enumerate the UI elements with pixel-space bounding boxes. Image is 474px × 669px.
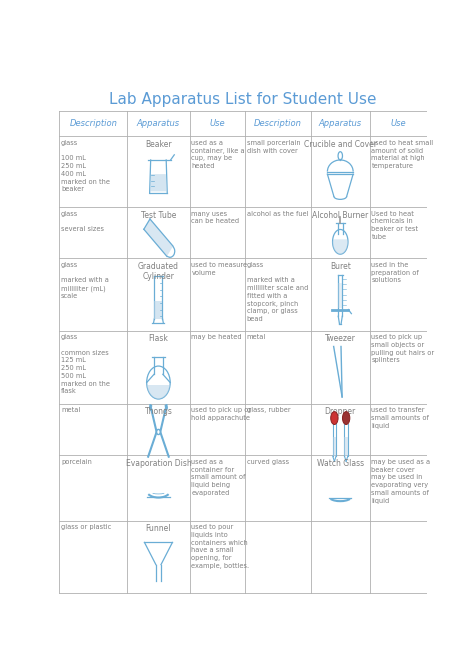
Text: Use: Use (390, 119, 406, 128)
Text: glass

100 mL
250 mL
400 mL
marked on the
beaker: glass 100 mL 250 mL 400 mL marked on the… (61, 140, 110, 193)
Text: may be used as a
beaker cover
may be used in
evaporating very
small amounts of
l: may be used as a beaker cover may be use… (372, 459, 430, 504)
Text: Thongs: Thongs (145, 407, 173, 416)
Text: glass

marked with a
milliliter scale and
fitted with a
stopcork, pinch
clamp, o: glass marked with a milliliter scale and… (246, 262, 308, 322)
Text: used as a
container, like a
cup, may be
heated: used as a container, like a cup, may be … (191, 140, 245, 169)
Text: Buret: Buret (330, 262, 351, 271)
Circle shape (156, 429, 160, 435)
Text: metal: metal (61, 407, 80, 413)
Text: used to pour
liquids into
containers which
have a small
opening, for
example, bo: used to pour liquids into containers whi… (191, 524, 250, 569)
Text: alcohol as the fuel: alcohol as the fuel (246, 211, 308, 217)
Text: Dropper: Dropper (325, 407, 356, 416)
Ellipse shape (331, 411, 338, 425)
Text: Flask: Flask (148, 334, 168, 343)
Text: glass

marked with a
milliliter (mL)
scale: glass marked with a milliliter (mL) scal… (61, 262, 109, 300)
Text: Apparatus: Apparatus (319, 119, 362, 128)
Text: glass

several sizes: glass several sizes (61, 211, 104, 232)
Bar (155, 301, 163, 318)
Polygon shape (144, 219, 173, 256)
Polygon shape (333, 240, 348, 254)
Text: may be heated: may be heated (191, 334, 242, 340)
Bar (338, 282, 342, 308)
Text: Watch Glass: Watch Glass (317, 459, 364, 468)
Text: used in the
preparation of
solutions: used in the preparation of solutions (372, 262, 419, 284)
Text: Beaker: Beaker (145, 140, 172, 149)
Text: glass, rubber: glass, rubber (246, 407, 290, 413)
Text: Description: Description (69, 119, 117, 128)
Text: many uses
can be heated: many uses can be heated (191, 211, 240, 224)
Polygon shape (333, 229, 348, 254)
Text: Tweezer: Tweezer (325, 334, 356, 343)
Text: used to pick up or
hold apparachute: used to pick up or hold apparachute (191, 407, 252, 421)
Text: Evaporation Dish: Evaporation Dish (126, 459, 191, 468)
Text: used as a
container for
small amount of
liquid being
evaporated: used as a container for small amount of … (191, 459, 246, 496)
Text: glass or plastic: glass or plastic (61, 524, 111, 531)
Text: used to pick up
small objects or
pulling out hairs or
splinters: used to pick up small objects or pulling… (372, 334, 435, 363)
Text: Test Tube: Test Tube (141, 211, 176, 219)
Text: Description: Description (254, 119, 302, 128)
Bar (333, 437, 336, 456)
Text: curved glass: curved glass (246, 459, 289, 465)
Text: Use: Use (210, 119, 225, 128)
Ellipse shape (343, 411, 350, 425)
Bar (345, 437, 348, 456)
Text: Funnel: Funnel (146, 524, 171, 533)
Text: used to measure
volume: used to measure volume (191, 262, 247, 276)
Text: Alcohol Burner: Alcohol Burner (312, 211, 368, 219)
Polygon shape (150, 174, 167, 191)
Text: Graduated
Cylinder: Graduated Cylinder (138, 262, 179, 281)
Text: small porcerlain
dish with cover: small porcerlain dish with cover (246, 140, 300, 154)
Text: Apparatus: Apparatus (137, 119, 180, 128)
Text: Lab Apparatus List for Student Use: Lab Apparatus List for Student Use (109, 92, 377, 106)
Text: used to transfer
small amounts of
liquid: used to transfer small amounts of liquid (372, 407, 429, 429)
Text: Used to heat
chemicals in
beaker or test
tube: Used to heat chemicals in beaker or test… (372, 211, 419, 240)
Text: used to heat small
amount of solid
material at high
temperature: used to heat small amount of solid mater… (372, 140, 434, 169)
Text: porcelain: porcelain (61, 459, 92, 465)
Polygon shape (146, 383, 170, 399)
Text: glass

common sizes
125 mL
250 mL
500 mL
marked on the
flask: glass common sizes 125 mL 250 mL 500 mL … (61, 334, 110, 395)
Text: metal: metal (246, 334, 266, 340)
Text: Crucible and Cover: Crucible and Cover (304, 140, 377, 149)
